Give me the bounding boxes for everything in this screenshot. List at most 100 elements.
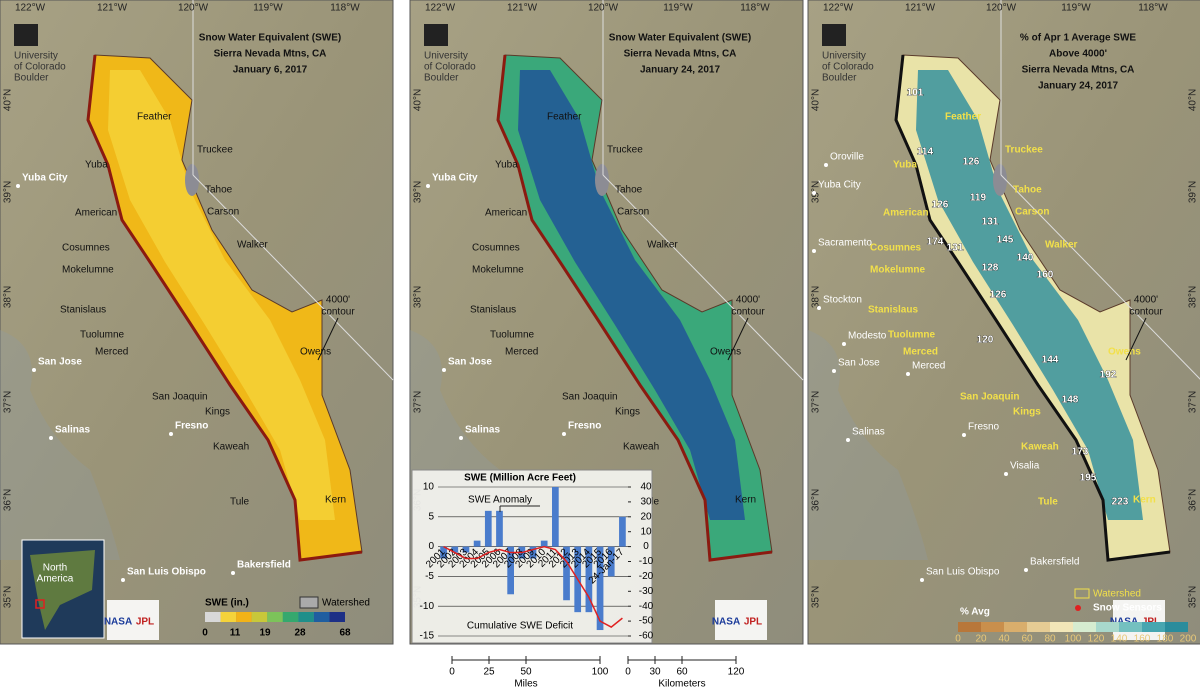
legend-swatch xyxy=(205,612,221,622)
percent-label: 173 xyxy=(1072,447,1089,458)
city-label: Modesto xyxy=(848,331,887,342)
contour-label: contour xyxy=(321,307,355,318)
bar xyxy=(619,516,626,547)
watershed-label: American xyxy=(883,208,929,219)
percent-label: 128 xyxy=(982,263,999,274)
y-tick-label: -5 xyxy=(425,571,434,582)
watershed-label: Owens xyxy=(300,347,331,358)
watershed-label: Carson xyxy=(617,207,649,218)
percent-label: 145 xyxy=(997,235,1014,246)
y-tick-label: 5 xyxy=(428,511,434,522)
map-title: January 6, 2017 xyxy=(233,65,308,76)
legend-swatch xyxy=(329,612,345,622)
contour-label: contour xyxy=(1129,307,1163,318)
percent-label: 144 xyxy=(1042,355,1059,366)
state-border xyxy=(1000,174,1200,380)
bar xyxy=(473,540,481,547)
scale-label: 0 xyxy=(625,667,631,678)
snow-core xyxy=(916,70,1143,520)
scale-label: 120 xyxy=(728,667,745,678)
city-label: Yuba City xyxy=(22,173,68,184)
city-label: San Jose xyxy=(838,358,880,369)
y2-tick-label: 0 xyxy=(643,541,649,552)
legend-swatch xyxy=(1142,622,1165,632)
legend-swatch xyxy=(1165,622,1188,632)
lon-label: 119°W xyxy=(663,3,693,14)
west-edge xyxy=(86,54,363,562)
cu-logo xyxy=(14,24,38,46)
university-name: of Colorado xyxy=(14,62,66,73)
legend-tick: 68 xyxy=(339,628,351,639)
watershed-label: Cosumnes xyxy=(870,243,922,254)
city-label: Bakersfield xyxy=(237,560,291,571)
city-dot xyxy=(832,369,836,373)
map-title: Sierra Nevada Mtns, CA xyxy=(1022,65,1135,76)
map-panel: 122°W 121°W 120°W 119°W 118°W 40°N 40°N 39°N 39°… xyxy=(807,0,1200,645)
map-title: Sierra Nevada Mtns, CA xyxy=(624,49,737,60)
city-label: Salinas xyxy=(852,427,885,438)
city-label: Yuba City xyxy=(432,173,478,184)
watershed-label: Carson xyxy=(1015,207,1049,218)
scale-label: 25 xyxy=(483,667,495,678)
city-label: Yuba City xyxy=(818,180,861,191)
legend-swatch xyxy=(1004,622,1027,632)
legend-tick: 0 xyxy=(202,628,208,639)
y2-tick-label: 30 xyxy=(640,497,652,508)
scale-unit: Kilometers xyxy=(658,679,705,689)
lat-label: 38°N xyxy=(3,286,14,308)
city-label: Salinas xyxy=(465,425,500,436)
legend-swatch xyxy=(282,612,299,622)
legend-tick: 11 xyxy=(230,628,241,639)
bar xyxy=(596,546,604,631)
contour-label: contour xyxy=(731,307,765,318)
city-dot xyxy=(426,184,430,188)
lon-label: 121°W xyxy=(97,3,128,14)
city-dot xyxy=(817,306,821,310)
city-label: Salinas xyxy=(55,425,90,436)
city-dot xyxy=(842,342,846,346)
lat-label: 36°N xyxy=(811,489,822,511)
scale-label: 30 xyxy=(649,667,661,678)
percent-label: 223 xyxy=(1112,497,1129,508)
city-label: Fresno xyxy=(568,421,601,432)
watershed-label: American xyxy=(75,208,117,219)
lon-label: 118°W xyxy=(330,3,360,14)
legend-tick: 100 xyxy=(1065,634,1082,645)
contour-pointer xyxy=(727,317,749,361)
nasa-logo xyxy=(107,600,159,640)
city-label: Visalia xyxy=(1010,461,1040,472)
city-label: Fresno xyxy=(175,421,208,432)
bar xyxy=(585,546,593,613)
lat-label: 35°N xyxy=(3,586,14,608)
legend-tick: 140 xyxy=(1111,634,1128,645)
watershed-label: San Joaquin xyxy=(960,392,1019,403)
city-label: Merced xyxy=(912,361,945,372)
legend-label: Watershed xyxy=(1093,589,1141,600)
watershed-label: Yuba xyxy=(495,160,518,171)
scale-label: 60 xyxy=(676,667,688,678)
city-label: San Jose xyxy=(38,357,82,368)
sensor-swatch xyxy=(1075,605,1081,611)
watershed-label: Tuolumne xyxy=(80,330,125,341)
lon-label: 120°W xyxy=(178,3,209,14)
contour-pointer xyxy=(317,317,339,361)
watershed-label: Tule xyxy=(1038,497,1058,508)
watershed-label: Walker xyxy=(1045,240,1078,251)
watershed-label: Owens xyxy=(1108,347,1141,358)
city-dot xyxy=(906,372,910,376)
legend-swatch xyxy=(298,612,314,622)
city-dot xyxy=(824,163,828,167)
watershed-label: San Joaquin xyxy=(562,392,618,403)
inset-land xyxy=(30,550,95,630)
lat-label: 39°N xyxy=(1188,181,1199,203)
watershed-label: Stanislaus xyxy=(60,305,106,316)
watershed-label: Walker xyxy=(237,240,268,251)
watershed-label: Mokelumne xyxy=(62,265,114,276)
legend-swatch xyxy=(1073,622,1096,632)
watershed-label: Cosumnes xyxy=(472,243,520,254)
y2-tick-label: -20 xyxy=(639,571,654,582)
bar xyxy=(462,546,470,553)
deficit-line xyxy=(443,545,623,628)
